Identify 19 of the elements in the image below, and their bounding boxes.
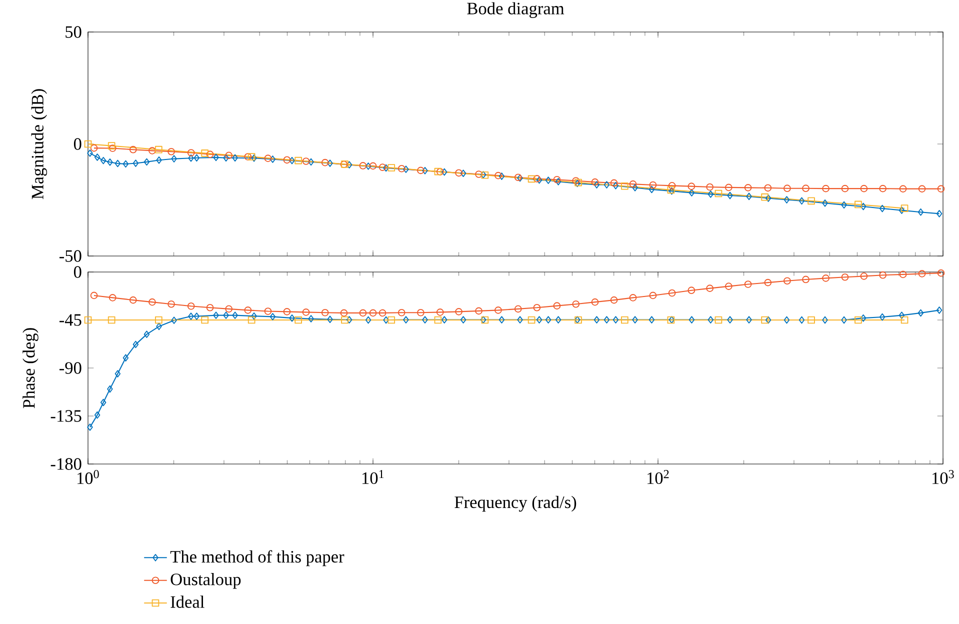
chart-title: Bode diagram xyxy=(467,2,564,18)
y-tick-label: -45 xyxy=(60,314,82,326)
y-tick-label: -135 xyxy=(50,410,82,422)
y-tick-label: 0 xyxy=(74,266,82,278)
legend-label: The method of this paper xyxy=(170,550,344,566)
y-tick-label: -180 xyxy=(50,458,82,470)
y-tick-label: -50 xyxy=(60,250,82,262)
legend-label: Oustaloup xyxy=(170,573,241,589)
x-axis-title: Frequency (rad/s) xyxy=(454,496,576,512)
x-tick-label: 10$^{3}$ xyxy=(932,470,954,484)
y-tick-label: -90 xyxy=(60,362,82,374)
y-axis-title: Phase (deg) xyxy=(22,328,38,408)
x-tick-label: 10$^{2}$ xyxy=(648,470,669,484)
y-tick-label: 50 xyxy=(66,26,82,38)
x-tick-label: 10$^{0}$ xyxy=(77,470,99,484)
legend-label: Ideal xyxy=(170,596,204,608)
x-tick-label: 10$^{1}$ xyxy=(362,470,384,484)
y-axis-title: Magnitude (dB) xyxy=(31,89,48,200)
y-tick-label: 0 xyxy=(74,138,82,150)
